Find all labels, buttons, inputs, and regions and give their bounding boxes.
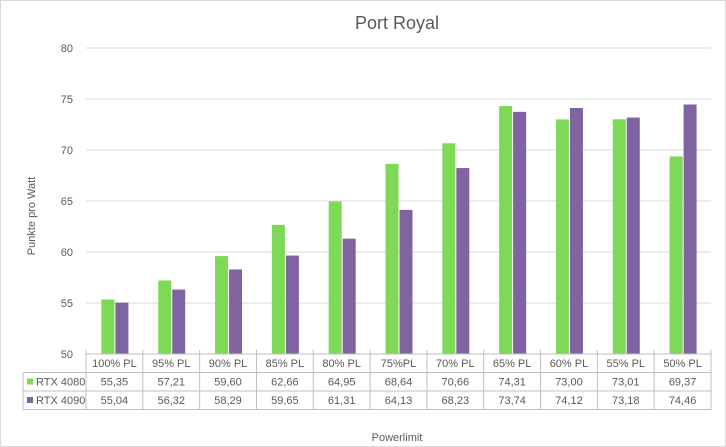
bar-rtx-4080 xyxy=(271,224,285,354)
bar-rtx-4080 xyxy=(555,119,569,355)
y-tick-label: 80 xyxy=(61,43,73,55)
data-value: 59,65 xyxy=(271,395,299,407)
bar-rtx-4080 xyxy=(101,299,115,354)
y-tick-label: 70 xyxy=(61,145,73,157)
bar-rtx-4080 xyxy=(499,106,513,355)
bar-rtx-4080 xyxy=(385,163,399,354)
x-category-label: 55% PL xyxy=(607,358,646,370)
data-value: 56,32 xyxy=(157,395,185,407)
legend-label: RTX 4090 xyxy=(36,395,85,407)
y-tick-label: 60 xyxy=(61,247,73,259)
x-category-label: 100% PL xyxy=(92,358,137,370)
data-value: 73,01 xyxy=(612,377,640,389)
data-value: 69,37 xyxy=(669,377,697,389)
bar-rtx-4090 xyxy=(229,269,243,354)
y-axis-title: Punkte pro Watt xyxy=(26,177,38,255)
data-value: 73,74 xyxy=(498,395,526,407)
bar-rtx-4090 xyxy=(115,302,129,354)
y-tick-label: 65 xyxy=(61,196,73,208)
data-value: 64,95 xyxy=(328,377,356,389)
chart-title: Port Royal xyxy=(355,13,439,33)
bar-rtx-4090 xyxy=(285,255,299,354)
bar-rtx-4090 xyxy=(569,107,583,354)
data-table: 100% PL 95% PL 90% PL 85% PL 80% PL 75%PL 70% … xyxy=(22,350,712,410)
data-value: 68,64 xyxy=(385,377,413,389)
bar-rtx-4080 xyxy=(158,280,172,354)
y-tick-label: 75 xyxy=(61,94,73,106)
data-value: 68,23 xyxy=(442,395,470,407)
bar-rtx-4090 xyxy=(513,111,527,355)
data-value: 59,60 xyxy=(214,377,242,389)
x-category-label: 75%PL xyxy=(381,358,416,370)
x-category-label: 95% PL xyxy=(152,358,191,370)
bar-rtx-4090 xyxy=(399,209,413,354)
y-tick-label: 55 xyxy=(61,298,73,310)
bar-rtx-4090 xyxy=(626,117,640,355)
data-value: 55,04 xyxy=(101,395,129,407)
data-value: 57,21 xyxy=(157,377,185,389)
bar-rtx-4080 xyxy=(215,256,229,354)
y-tick-label: 50 xyxy=(61,349,73,361)
data-value: 55,35 xyxy=(101,377,129,389)
data-value: 62,66 xyxy=(271,377,299,389)
bars xyxy=(101,104,697,355)
bar-rtx-4090 xyxy=(342,238,356,354)
data-value: 73,00 xyxy=(555,377,583,389)
bar-rtx-4090 xyxy=(683,104,697,355)
data-value: 74,12 xyxy=(555,395,583,407)
data-value: 64,13 xyxy=(385,395,413,407)
bar-rtx-4080 xyxy=(328,201,342,354)
x-category-label: 65% PL xyxy=(493,358,532,370)
x-category-label: 60% PL xyxy=(550,358,589,370)
bar-rtx-4080 xyxy=(612,119,626,354)
legend-key-rtx-4080 xyxy=(27,378,33,385)
data-value: 70,66 xyxy=(442,377,470,389)
x-category-label: 80% PL xyxy=(322,358,361,370)
bar-rtx-4090 xyxy=(172,289,186,354)
data-value: 73,18 xyxy=(612,395,640,407)
data-value: 61,31 xyxy=(328,395,356,407)
x-category-label: 85% PL xyxy=(266,358,305,370)
x-category-label: 70% PL xyxy=(436,358,475,370)
bar-rtx-4080 xyxy=(442,143,456,354)
bar-rtx-4080 xyxy=(669,156,683,354)
data-value: 74,46 xyxy=(669,395,697,407)
data-value: 58,29 xyxy=(214,395,242,407)
legend-label: RTX 4080 xyxy=(36,377,85,389)
y-axis: 50 55 60 65 70 75 80 xyxy=(61,43,73,361)
x-category-label: 90% PL xyxy=(209,358,248,370)
bar-rtx-4090 xyxy=(456,168,470,354)
legend-key-rtx-4090 xyxy=(27,397,33,403)
x-category-label: 50% PL xyxy=(663,358,702,370)
data-value: 74,31 xyxy=(498,377,526,389)
x-axis-title: Powerlimit xyxy=(372,432,423,444)
gridlines xyxy=(86,47,711,304)
